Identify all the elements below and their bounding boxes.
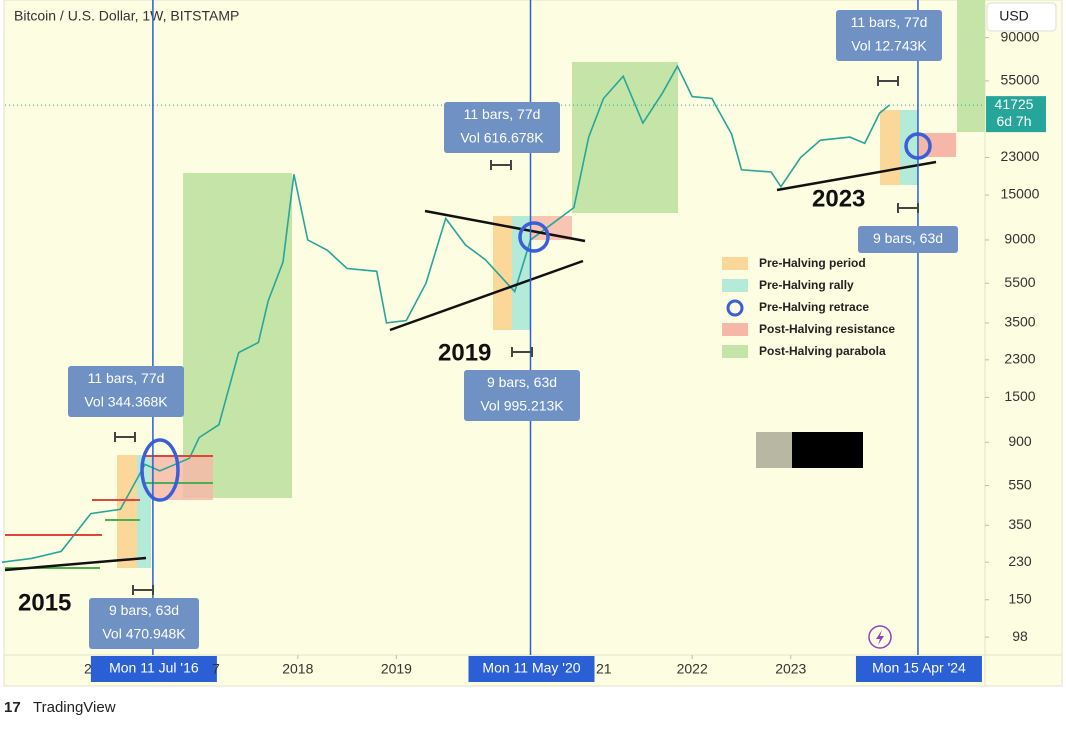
- price-line: [1, 64, 890, 563]
- measure-volume: Vol 470.948K: [102, 626, 186, 642]
- redacted-block: [756, 432, 792, 468]
- y-tick-label: 90000: [1001, 28, 1040, 44]
- legend-label: Post-Halving resistance: [759, 322, 895, 336]
- measure-bars: 9 bars, 63d: [109, 602, 179, 618]
- pre-halving-rally: [137, 455, 151, 568]
- trend-line: [424, 209, 586, 243]
- x-tick-label-fragment: 2: [84, 661, 92, 677]
- trend-line: [389, 259, 584, 332]
- measure-box: [858, 226, 958, 253]
- measure-bars: 9 bars, 63d: [873, 230, 943, 246]
- crosshair-date: Mon 15 Apr '24: [872, 660, 966, 676]
- x-tick-label: 2019: [381, 661, 412, 677]
- measure-box: [89, 598, 199, 649]
- measure-box: [464, 370, 580, 421]
- pre-halving-period: [880, 110, 900, 185]
- post-halving-parabola: [957, 0, 985, 132]
- redacted-block: [792, 432, 863, 468]
- pre-halving-rally: [900, 110, 918, 185]
- crosshair-date-box: [855, 656, 982, 682]
- legend-label: Pre-Halving rally: [759, 278, 854, 292]
- event-icon-bolt: [876, 630, 884, 645]
- y-tick-label: 900: [1008, 433, 1032, 449]
- legend-label: Pre-Halving period: [759, 256, 866, 270]
- y-tick-label: 9000: [1004, 231, 1035, 247]
- series-layer: [1, 64, 890, 563]
- measure-volume: Vol 995.213K: [480, 398, 564, 414]
- measure-box: [68, 366, 184, 417]
- measure-volume: Vol 616.678K: [460, 130, 544, 146]
- y-tick-label: 23000: [1001, 148, 1040, 164]
- year-annotation: 2023: [812, 185, 865, 212]
- pre-halving-period: [493, 216, 512, 330]
- measure-bracket: [897, 203, 919, 213]
- currency-label: USD: [999, 8, 1029, 24]
- x-tick-label: 2018: [282, 661, 313, 677]
- x-tick-label-fragment: 7: [212, 661, 220, 677]
- crosshair-date-box: [468, 656, 595, 682]
- measure-box: [444, 102, 560, 153]
- event-icon[interactable]: [868, 625, 892, 649]
- measure-bracket: [132, 585, 154, 595]
- y-tick-label: 5500: [1004, 274, 1035, 290]
- measure-bracket: [877, 76, 899, 86]
- crosshair-date: Mon 11 Jul '16: [109, 660, 199, 676]
- x-tick-label-fragment: 21: [596, 661, 612, 677]
- price-tag-countdown: 6d 7h: [996, 113, 1031, 129]
- price-tag-value: 41725: [995, 96, 1034, 112]
- y-tick-label: 350: [1008, 516, 1032, 532]
- brand-logo: 17: [4, 699, 21, 716]
- chart-title: Bitcoin / U.S. Dollar, 1W, BITSTAMP: [14, 8, 239, 24]
- measure-box: [836, 10, 942, 61]
- measure-bars: 11 bars, 77d: [851, 14, 928, 30]
- trend-line: [4, 556, 147, 572]
- x-tick-label: 2022: [677, 661, 708, 677]
- y-tick-label: 15000: [1001, 186, 1040, 202]
- price-tag: [986, 96, 1046, 133]
- measure-bracket: [114, 432, 136, 442]
- measure-bars: 11 bars, 77d: [464, 106, 541, 122]
- y-tick-label: 230: [1008, 553, 1032, 569]
- y-tick-label: 2300: [1004, 351, 1035, 367]
- legend-swatch: [722, 279, 748, 292]
- pre-halving-period: [117, 455, 137, 568]
- measure-bars: 9 bars, 63d: [487, 374, 557, 390]
- y-tick-label: 3500: [1004, 314, 1035, 330]
- legend-label: Post-Halving parabola: [759, 344, 886, 358]
- measure-bracket: [511, 347, 533, 357]
- crosshair-date: Mon 11 May '20: [482, 660, 580, 676]
- legend-swatch: [722, 345, 748, 358]
- y-tick-label: 550: [1008, 476, 1032, 492]
- measure-volume: Vol 344.368K: [84, 394, 168, 410]
- legend-swatch: [726, 299, 744, 317]
- post-halving-parabola: [183, 173, 292, 498]
- measure-bracket: [490, 160, 512, 170]
- brand-name: TradingView: [33, 699, 116, 716]
- post-halving-resistance: [151, 456, 213, 500]
- measure-bars: 11 bars, 77d: [88, 370, 165, 386]
- y-tick-label: 1500: [1004, 388, 1035, 404]
- legend-swatch: [722, 257, 748, 270]
- year-annotation: 2015: [18, 589, 71, 616]
- legend-label: Pre-Halving retrace: [759, 300, 869, 314]
- crosshair-date-box: [90, 656, 217, 682]
- legend-swatch: [722, 323, 748, 336]
- retrace-circle: [140, 438, 180, 502]
- retrace-circle: [518, 221, 550, 253]
- year-annotation: 2019: [438, 339, 491, 366]
- post-halving-parabola: [572, 62, 678, 213]
- measure-volume: Vol 12.743K: [851, 38, 927, 54]
- trend-line: [776, 160, 937, 192]
- x-tick-label: 2023: [775, 661, 806, 677]
- currency-button[interactable]: [986, 2, 1057, 32]
- y-tick-label: 150: [1008, 590, 1032, 606]
- y-tick-label: 55000: [1001, 72, 1040, 88]
- y-tick-label: 98: [1012, 628, 1028, 644]
